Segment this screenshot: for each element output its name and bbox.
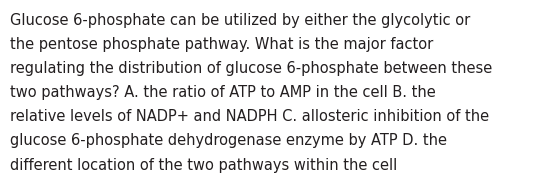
Text: the pentose phosphate pathway. What is the major factor: the pentose phosphate pathway. What is t…	[10, 37, 434, 52]
Text: two pathways? A. the ratio of ATP to AMP in the cell B. the: two pathways? A. the ratio of ATP to AMP…	[10, 85, 436, 100]
Text: glucose 6-phosphate dehydrogenase enzyme by ATP D. the: glucose 6-phosphate dehydrogenase enzyme…	[10, 133, 447, 149]
Text: regulating the distribution of glucose 6-phosphate between these: regulating the distribution of glucose 6…	[10, 61, 492, 76]
Text: different location of the two pathways within the cell: different location of the two pathways w…	[10, 158, 397, 173]
Text: Glucose 6-phosphate can be utilized by either the glycolytic or: Glucose 6-phosphate can be utilized by e…	[10, 13, 470, 28]
Text: relative levels of NADP+ and NADPH C. allosteric inhibition of the: relative levels of NADP+ and NADPH C. al…	[10, 109, 489, 124]
